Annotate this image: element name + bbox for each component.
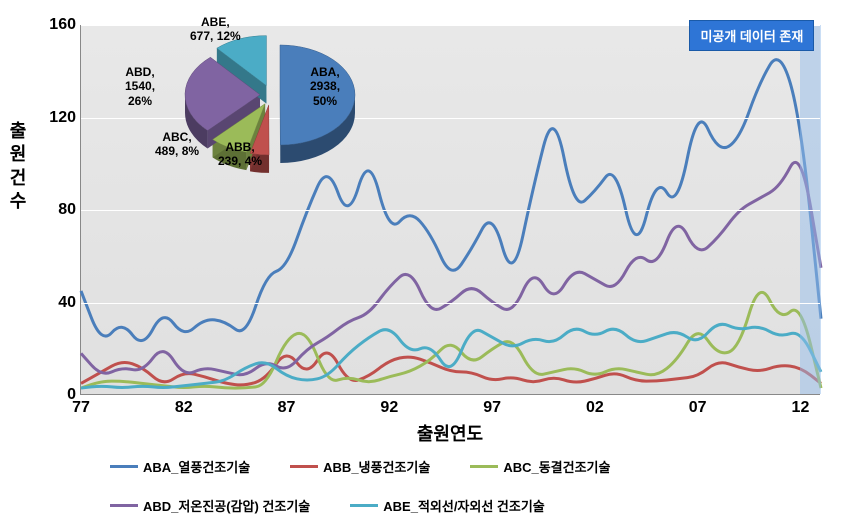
legend-item: ABE_적외선/자외선 건조기술 — [350, 496, 545, 515]
x-tick: 92 — [380, 399, 398, 417]
y-tick: 160 — [49, 16, 76, 34]
y-axis-label: 출원건수 — [8, 120, 28, 214]
y-tick: 80 — [58, 201, 76, 219]
legend-label: ABD_저온진공(감압) 건조기술 — [143, 496, 310, 515]
x-tick: 12 — [792, 399, 810, 417]
series-line — [81, 324, 821, 388]
legend-item: ABC_동결건조기술 — [470, 457, 610, 476]
legend-item: ABA_열풍건조기술 — [110, 457, 250, 476]
legend-label: ABC_동결건조기술 — [503, 457, 610, 476]
pie-chart: ABA,2938,50% ABB,239, 4% ABC,489, 8%ABD,15… — [90, 10, 410, 190]
pie-slice-label: ABD,1540,26% — [125, 65, 155, 108]
x-tick: 07 — [689, 399, 707, 417]
pie-slice-label: ABE,677, 12% — [190, 15, 241, 44]
legend-swatch — [110, 504, 138, 507]
legend-swatch — [470, 465, 498, 468]
legend-item: ABB_냉풍건조기술 — [290, 457, 430, 476]
annotation-undisclosed: 미공개 데이터 존재 — [689, 20, 814, 51]
y-tick: 120 — [49, 109, 76, 127]
legend-swatch — [290, 465, 318, 468]
legend-label: ABE_적외선/자외선 건조기술 — [383, 496, 545, 515]
x-tick: 87 — [278, 399, 296, 417]
legend-swatch — [110, 465, 138, 468]
legend-item: ABD_저온진공(감압) 건조기술 — [110, 496, 310, 515]
x-tick: 02 — [586, 399, 604, 417]
pie-slice-label: ABA,2938,50% — [310, 65, 340, 108]
legend-swatch — [350, 504, 378, 507]
legend-label: ABB_냉풍건조기술 — [323, 457, 430, 476]
pie-slice-label: ABC,489, 8% — [155, 130, 199, 159]
x-axis-label: 출원연도 — [80, 420, 820, 446]
legend-label: ABA_열풍건조기술 — [143, 457, 250, 476]
x-tick: 97 — [483, 399, 501, 417]
legend: ABA_열풍건조기술 ABB_냉풍건조기술 ABC_동결건조기술 ABD_저온진공(감… — [80, 452, 820, 520]
x-tick: 77 — [72, 399, 90, 417]
series-line — [81, 353, 821, 385]
pie-slice-label: ABB,239, 4% — [218, 140, 262, 169]
combined-chart: 출원건수 040801201607782879297020712 미공개 데이터… — [0, 0, 851, 518]
y-tick: 40 — [58, 294, 76, 312]
x-tick: 82 — [175, 399, 193, 417]
